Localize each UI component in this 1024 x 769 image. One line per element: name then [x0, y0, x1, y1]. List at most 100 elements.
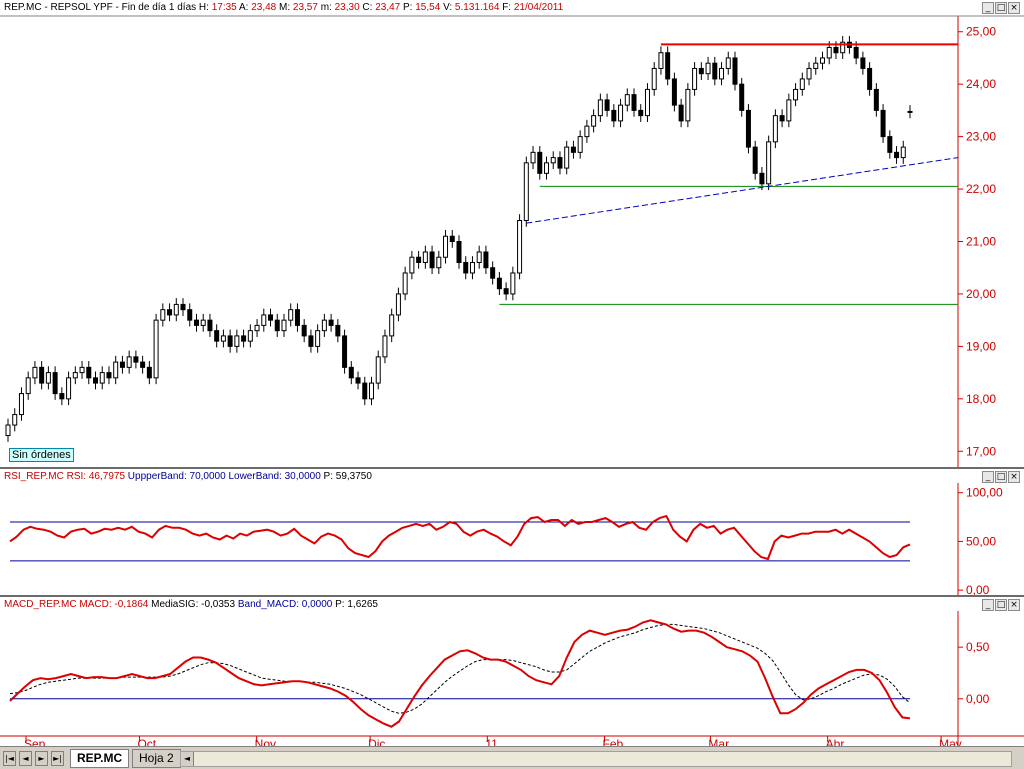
x-tick-label: Nov — [255, 737, 276, 746]
candle-body — [826, 46, 832, 59]
tab-hoja-2[interactable]: Hoja 2 — [132, 749, 181, 768]
candle-body — [860, 57, 866, 69]
trend-line — [526, 157, 959, 224]
lo-label: m: — [320, 2, 332, 13]
rsi-label: RSI: — [66, 471, 87, 482]
candle-body — [456, 241, 462, 263]
signal-label: MediaSIG: — [151, 599, 199, 610]
x-tick-label: Mar — [708, 737, 729, 746]
rsi-y-tick-label: 0,00 — [966, 583, 990, 595]
candle-body — [301, 324, 307, 337]
candle-body — [469, 261, 475, 274]
candle-body — [651, 67, 657, 90]
candle-body — [234, 335, 240, 347]
close-button[interactable]: × — [1008, 599, 1020, 611]
candle-body — [93, 377, 99, 384]
x-tick-label: May — [939, 737, 962, 746]
upper-band-value: 70,0000 — [189, 471, 226, 482]
candle-body — [530, 151, 536, 164]
candle-body — [52, 372, 58, 395]
candle-body — [443, 235, 449, 258]
horizontal-scrollbar[interactable]: ◄ — [180, 751, 1012, 767]
candle-body — [799, 78, 805, 90]
candle-body — [712, 62, 718, 80]
candle-body — [335, 324, 341, 337]
tab-rep-mc[interactable]: REP.MC — [70, 749, 130, 768]
candle-body — [422, 251, 428, 263]
candle-body — [375, 356, 381, 384]
rsi-name: RSI_REP.MC — [4, 471, 64, 482]
upper-band-label: UppperBand: — [127, 471, 187, 482]
candle-body — [146, 366, 152, 379]
price-chart[interactable]: 17,00 18,00 19,00 20,00 21,00 22,00 23,00 24,00… — [0, 0, 1024, 467]
candle-body — [193, 319, 199, 326]
close-button[interactable]: × — [1008, 2, 1020, 14]
candle-body — [476, 251, 482, 263]
candle-body — [900, 146, 906, 159]
minimize-button[interactable]: _ — [982, 2, 994, 14]
maximize-button[interactable]: □ — [995, 471, 1007, 483]
candle-body — [214, 330, 220, 342]
prev-sheet-button[interactable]: ◄ — [19, 751, 32, 766]
macd-chart[interactable]: 0,00 0,50 Sep Oct Nov Dic 11 Feb Mar Abr May — [0, 597, 1024, 746]
candle-body — [362, 382, 368, 400]
candle-body — [368, 382, 374, 400]
lower-band-label: LowerBand: — [228, 471, 282, 482]
candle-body — [389, 314, 395, 337]
maximize-button[interactable]: □ — [995, 2, 1007, 14]
next-sheet-button[interactable]: ► — [35, 751, 48, 766]
macd-pane[interactable]: MACD_REP.MC MACD: -0,1864 MediaSIG: -0,0… — [0, 597, 1024, 746]
close-button[interactable]: × — [1008, 471, 1020, 483]
minimize-button[interactable]: _ — [982, 599, 994, 611]
x-tick-label: Oct — [137, 737, 156, 746]
minimize-button[interactable]: _ — [982, 471, 994, 483]
candle-body — [557, 157, 563, 169]
macd-header: MACD_REP.MC MACD: -0,1864 MediaSIG: -0,0… — [4, 599, 378, 610]
rsi-window-buttons: _ □ × — [982, 471, 1020, 483]
pane-divider[interactable] — [0, 467, 1024, 469]
candle-body — [207, 319, 213, 332]
candle-body — [880, 109, 886, 138]
v-value: 5.131.164 — [454, 2, 500, 13]
candle-body — [550, 157, 556, 164]
candle-body — [39, 366, 45, 384]
scroll-left-button[interactable]: ◄ — [181, 752, 194, 766]
candle-body — [564, 146, 570, 169]
candle-body — [241, 335, 247, 342]
candle-body — [160, 309, 166, 321]
price-pane[interactable]: REP.MC - REPSOL YPF - Fin de día 1 días … — [0, 0, 1024, 467]
candle-body — [503, 288, 509, 295]
a-value: 23,48 — [251, 2, 277, 13]
candle-body — [247, 330, 253, 342]
candle-body — [449, 235, 455, 242]
candle-body — [523, 162, 529, 222]
x-tick-label: Dic — [368, 737, 385, 746]
band-value: 0,0000 — [301, 599, 333, 610]
candle-body — [665, 52, 671, 80]
maximize-button[interactable]: □ — [995, 599, 1007, 611]
p-label: P: — [403, 2, 413, 13]
macd-y-tick-label: 0,00 — [966, 692, 990, 706]
candle-body — [887, 136, 893, 153]
f-value: 21/04/2011 — [513, 2, 564, 13]
first-sheet-button[interactable]: |◄ — [3, 751, 16, 766]
price-y-tick-label: 21,00 — [966, 235, 996, 249]
last-sheet-button[interactable]: ►| — [51, 751, 64, 766]
rsi-line — [9, 514, 911, 561]
candle-body — [32, 366, 38, 379]
candle-body — [187, 309, 193, 321]
candle-body — [106, 372, 112, 379]
candle-body — [119, 361, 125, 368]
candle-body — [611, 109, 617, 122]
candle-body — [510, 272, 516, 295]
orders-status-badge[interactable]: Sin órdenes — [9, 448, 74, 462]
candle-body — [5, 424, 11, 437]
candle-body — [153, 319, 159, 379]
candle-body — [79, 366, 85, 374]
rsi-chart[interactable]: 0,00 50,00 100,00 — [0, 469, 1024, 595]
pane-divider[interactable] — [0, 595, 1024, 597]
rsi-p-label: P: — [323, 471, 333, 482]
candle-body — [496, 277, 502, 290]
rsi-pane[interactable]: RSI_REP.MC RSI: 46,7975 UppperBand: 70,0… — [0, 469, 1024, 595]
candle-body — [308, 335, 314, 347]
